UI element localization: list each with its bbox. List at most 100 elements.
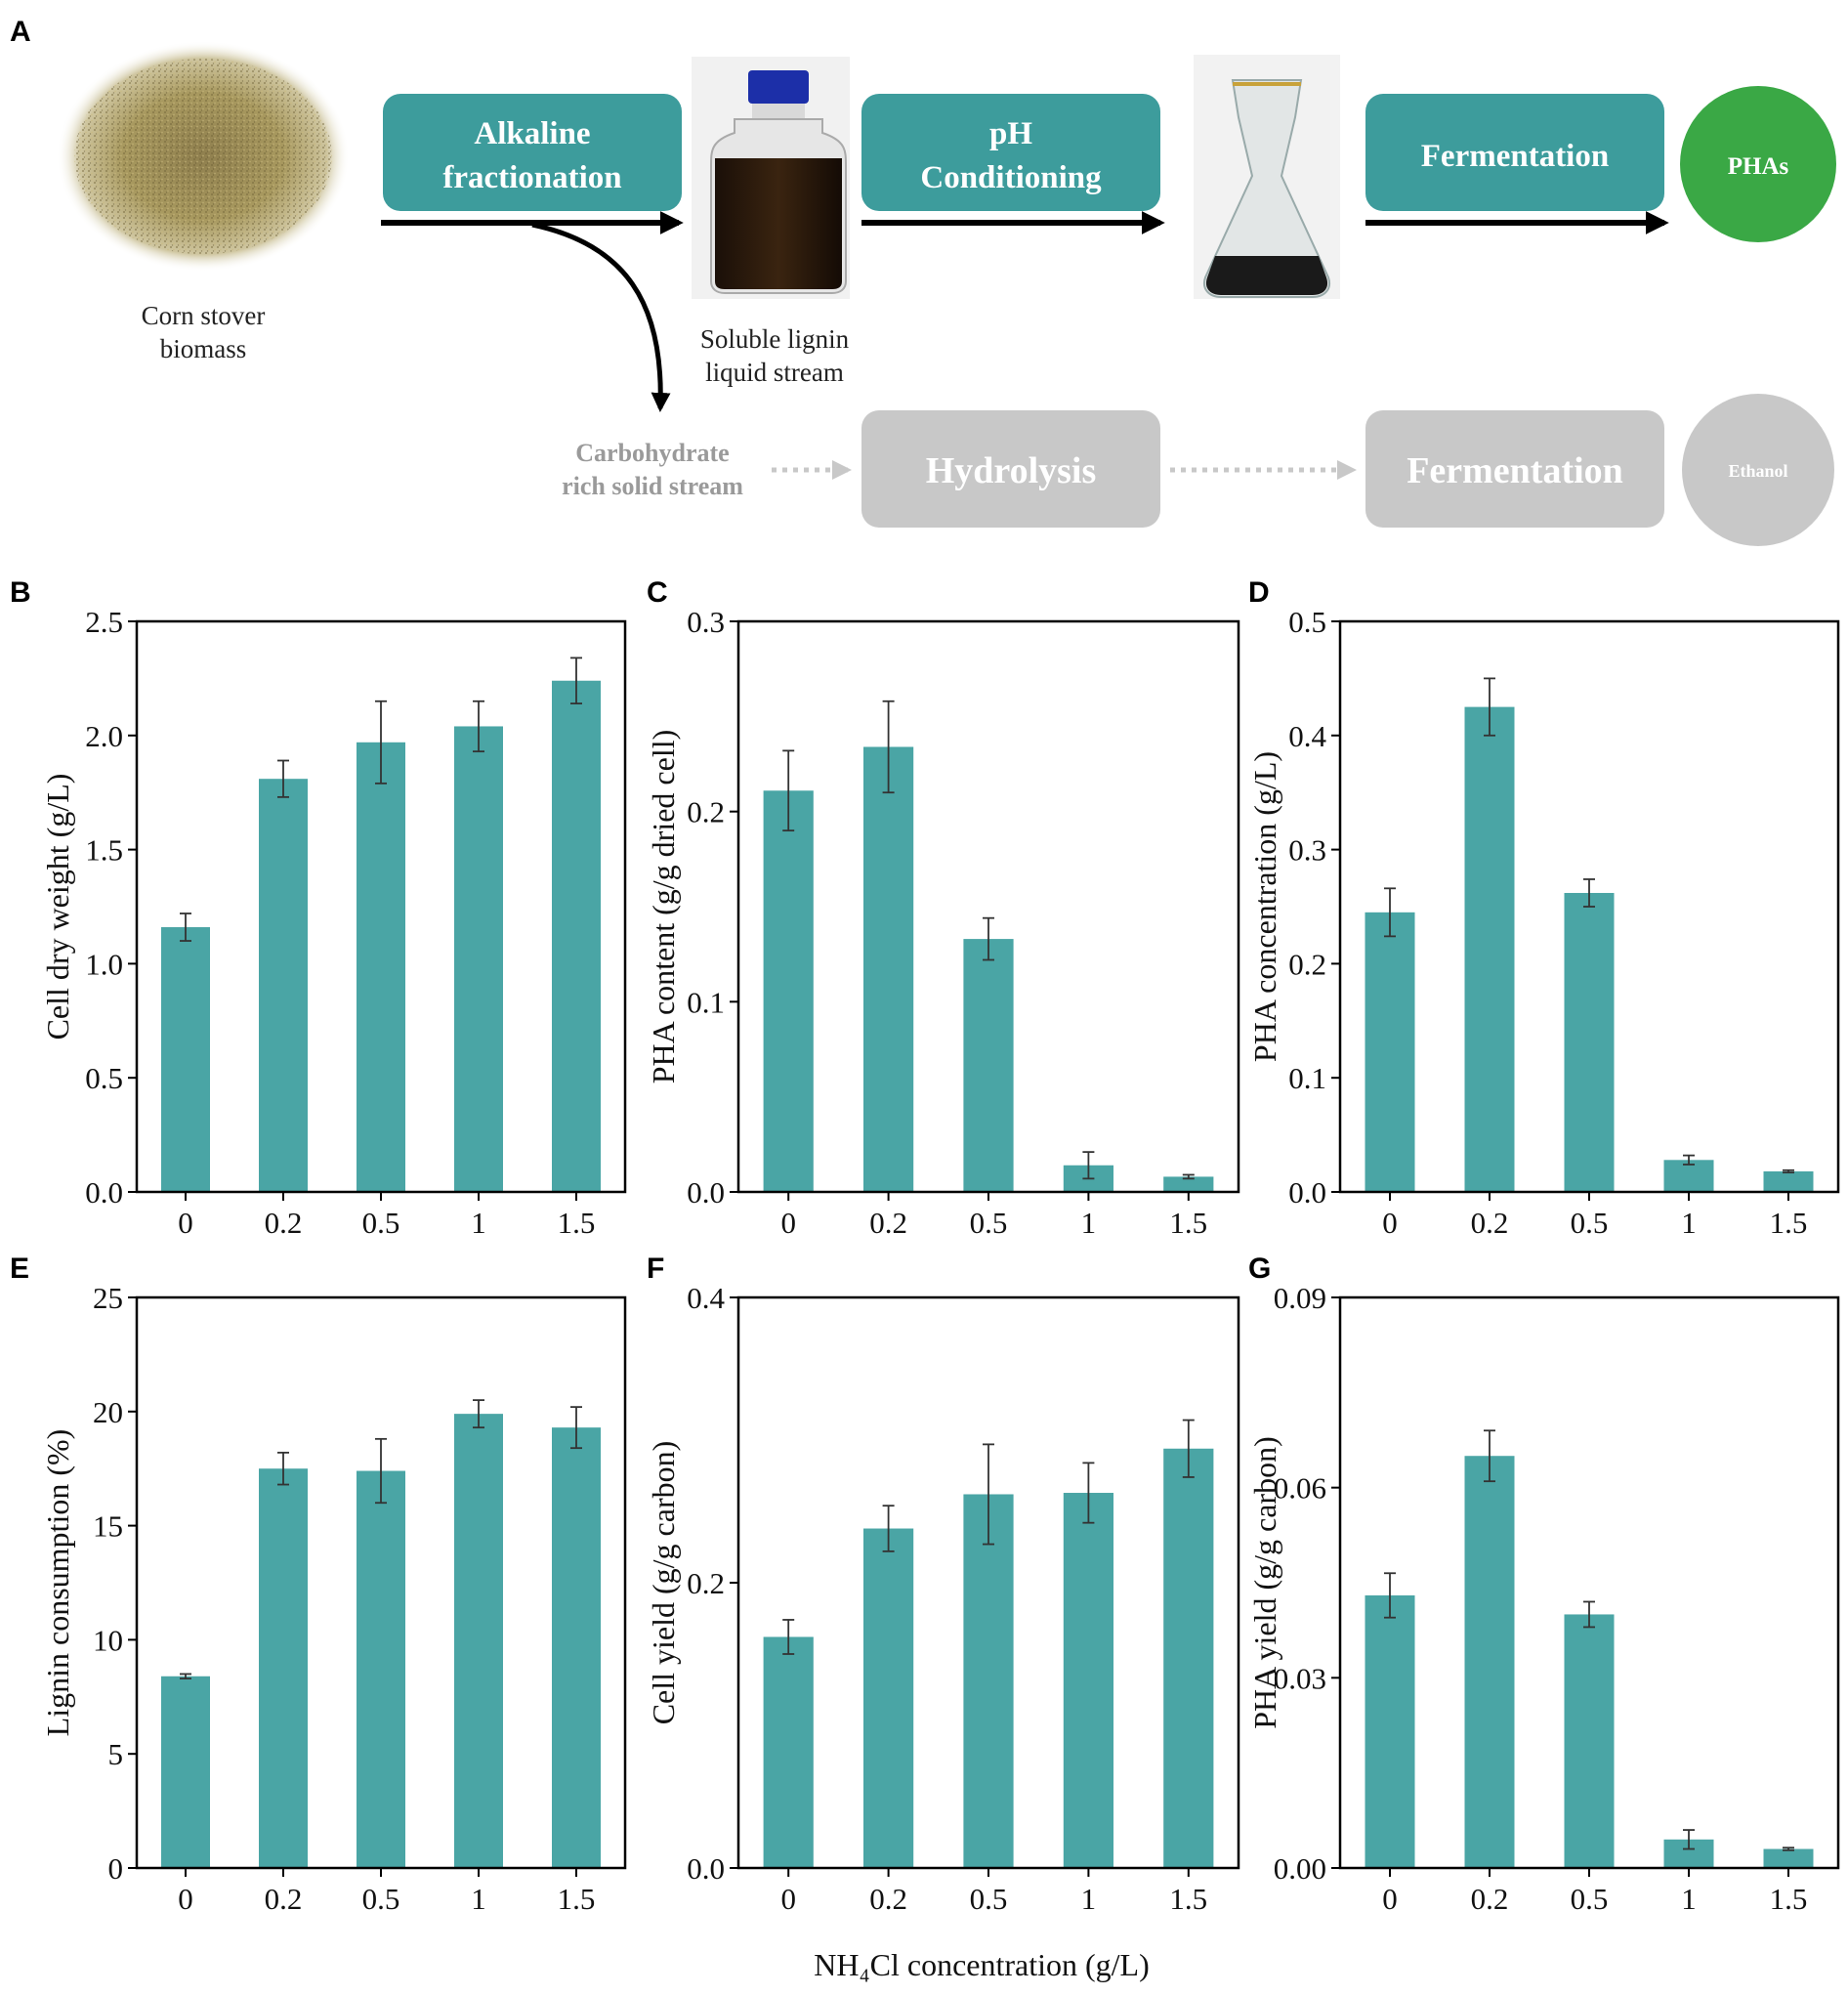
plot-frame-b	[135, 619, 627, 1194]
x-tick-label-e-1: 0.2	[265, 1882, 303, 1916]
chart-d: D 0 0.2 0.5 1 1.5 0.0 0.1 0.2 0.3 0.4 0.5 PHA concen…	[1247, 576, 1840, 1240]
chart-c: C 0 0.2 0.5 1 1.5 0.0 0.1 0.2 0.3 PHA content (g/g…	[646, 576, 1240, 1240]
y-tick-label-c-3: 0.3	[687, 605, 725, 639]
x-tick-label-f-3: 1	[1081, 1882, 1097, 1916]
ph-conditioning-box	[861, 94, 1160, 211]
bar-b-0	[161, 927, 210, 1192]
culture-flask-image	[1194, 55, 1340, 299]
bar-g-4	[1763, 1848, 1814, 1868]
x-tick-label-d-1: 0.2	[1471, 1206, 1509, 1240]
fermentation-top-label: Fermentation	[1421, 139, 1609, 174]
hydrolysis-box	[861, 410, 1160, 528]
chart-f: F 0 0.2 0.5 1 1.5 0.0 0.2 0.4 Cell yield (g/g car…	[646, 1252, 1240, 1916]
plot-frame-c	[736, 619, 1240, 1194]
x-tick-label-d-2: 0.5	[1571, 1206, 1609, 1240]
schematic-panel: A Corn stover biomass Alkaline fractiona…	[10, 16, 1836, 546]
x-tick-label-f-2: 0.5	[970, 1882, 1008, 1916]
x-tick-label-g-0: 0	[1382, 1882, 1398, 1916]
bar-e-2	[357, 1470, 405, 1868]
x-tick-label-d-4: 1.5	[1770, 1206, 1808, 1240]
y-tick-label-d-5: 0.5	[1288, 605, 1326, 639]
bar-d-1	[1464, 706, 1515, 1192]
x-tick-label-c-0: 0	[780, 1206, 796, 1240]
y-tick-label-g-3: 0.09	[1274, 1281, 1326, 1315]
y-tick-label-e-4: 20	[93, 1395, 123, 1429]
x-tick-label-c-1: 0.2	[869, 1206, 907, 1240]
y-tick-label-g-1: 0.03	[1274, 1661, 1326, 1695]
x-tick-label-g-2: 0.5	[1571, 1882, 1609, 1916]
plot-frame-g	[1338, 1295, 1840, 1870]
plot-frame-d	[1338, 619, 1840, 1194]
x-tick-label-d-0: 0	[1382, 1206, 1398, 1240]
bar-d-0	[1365, 912, 1415, 1192]
bar-charts: B 0 0.2 0.5 1 1.5 0.0 0.5 1.0 1.5 2.0 2.5 Cell dry w…	[10, 576, 1840, 1916]
bar-d-4	[1763, 1170, 1814, 1192]
lignin-bottle-image	[692, 57, 850, 299]
bar-c-0	[763, 790, 814, 1192]
lignin-caption-line1: Soluble lignin	[700, 324, 850, 354]
bar-e-4	[552, 1427, 601, 1868]
y-tick-label-f-1: 0.2	[687, 1566, 725, 1600]
alkaline-fractionation-box	[383, 94, 682, 211]
bar-e-3	[454, 1414, 503, 1868]
bar-f-0	[763, 1636, 814, 1868]
x-tick-label-f-4: 1.5	[1169, 1882, 1207, 1916]
x-tick-label-g-1: 0.2	[1471, 1882, 1509, 1916]
corn-stover-image	[57, 41, 350, 272]
bar-f-4	[1163, 1448, 1214, 1868]
chart-e: E 0 0.2 0.5 1 1.5 0 5 10 15 20 25 Lignin consumption…	[10, 1252, 627, 1916]
chart-b: B 0 0.2 0.5 1 1.5 0.0 0.5 1.0 1.5 2.0 2.5 Cell dry w…	[10, 576, 627, 1240]
y-tick-label-e-2: 10	[93, 1623, 123, 1657]
y-tick-label-b-0: 0.0	[85, 1175, 123, 1210]
panel-letter-f: F	[647, 1252, 664, 1285]
fermentation-top-box	[1365, 94, 1664, 211]
y-tick-label-f-0: 0.0	[687, 1851, 725, 1886]
bar-f-2	[963, 1494, 1014, 1868]
y-tick-label-c-1: 0.1	[687, 985, 725, 1019]
x-tick-label-e-3: 1	[471, 1882, 486, 1916]
panel-letter-g: G	[1248, 1252, 1271, 1285]
bar-g-0	[1365, 1594, 1415, 1868]
x-tick-label-b-4: 1.5	[558, 1206, 596, 1240]
x-tick-label-c-3: 1	[1081, 1206, 1097, 1240]
y-axis-label-b: Cell dry weight (g/L)	[40, 774, 75, 1040]
panel-letter-d: D	[1248, 576, 1270, 609]
y-tick-label-b-2: 1.0	[85, 947, 123, 981]
bar-d-2	[1564, 892, 1615, 1192]
bar-b-1	[259, 779, 308, 1192]
x-tick-label-b-3: 1	[471, 1206, 486, 1240]
x-tick-label-d-3: 1	[1681, 1206, 1697, 1240]
ph-label-line1: pH	[989, 116, 1032, 151]
bar-b-4	[552, 680, 601, 1192]
x-tick-label-b-1: 0.2	[265, 1206, 303, 1240]
phas-product-circle	[1680, 86, 1836, 242]
x-tick-label-g-4: 1.5	[1770, 1882, 1808, 1916]
x-tick-label-b-0: 0	[178, 1206, 193, 1240]
phas-label: PHAs	[1728, 153, 1789, 180]
y-tick-label-e-5: 25	[93, 1281, 123, 1315]
y-tick-label-e-3: 15	[93, 1509, 123, 1544]
panel-letter-b: B	[10, 576, 31, 609]
x-tick-label-e-4: 1.5	[558, 1882, 596, 1916]
y-tick-label-b-5: 2.5	[85, 605, 123, 639]
x-tick-label-f-1: 0.2	[869, 1882, 907, 1916]
fermentation-bottom-box	[1365, 410, 1664, 528]
x-tick-label-f-0: 0	[780, 1882, 796, 1916]
shared-x-axis-label: NH₄Cl concentration (g/L)	[814, 1947, 1150, 1982]
ph-label-line2: Conditioning	[920, 160, 1102, 195]
y-tick-label-d-3: 0.3	[1288, 833, 1326, 868]
biomass-caption-line2: biomass	[160, 334, 247, 363]
lignin-caption-line2: liquid stream	[705, 358, 844, 387]
bar-c-1	[863, 746, 914, 1192]
y-tick-label-c-2: 0.2	[687, 795, 725, 829]
bar-g-2	[1564, 1614, 1615, 1868]
x-tick-label-e-0: 0	[178, 1882, 193, 1916]
panel-letter-a: A	[10, 16, 31, 48]
y-axis-label-f: Cell yield (g/g carbon)	[646, 1441, 681, 1725]
x-tick-label-g-3: 1	[1681, 1882, 1697, 1916]
bar-c-4	[1163, 1176, 1214, 1192]
arrow-to-solid-stream	[531, 222, 671, 412]
y-tick-label-e-1: 5	[108, 1737, 124, 1771]
bar-f-3	[1063, 1493, 1113, 1868]
y-axis-label-g: PHA yield (g/g carbon)	[1247, 1436, 1282, 1729]
